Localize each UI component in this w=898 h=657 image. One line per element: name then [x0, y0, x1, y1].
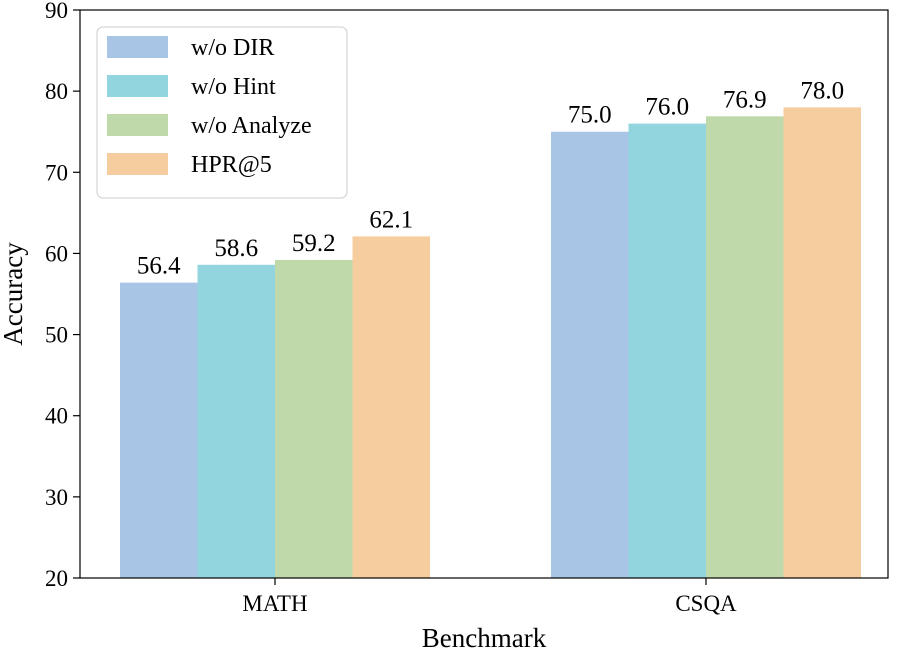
legend-swatch: [107, 75, 168, 97]
y-tick-label: 40: [45, 404, 68, 429]
bar-value-label: 62.1: [369, 206, 413, 233]
legend-swatch: [107, 36, 168, 58]
x-axis-ticks: MATH CSQA: [242, 578, 737, 616]
bar: [197, 264, 275, 578]
x-tick-label: MATH: [242, 591, 307, 616]
legend-label: w/o DIR: [191, 35, 274, 61]
y-tick-label: 60: [45, 241, 68, 266]
bar-value-label: 76.0: [645, 94, 689, 121]
bar: [120, 282, 198, 578]
plot-area-frame: [79, 9, 889, 579]
bar: [783, 107, 861, 578]
legend-label: w/o Hint: [191, 74, 276, 100]
bar: [275, 259, 353, 578]
y-axis-ticks: 20 30 40 50 60 70 80 90: [45, 0, 80, 591]
y-tick-label: 70: [45, 160, 68, 185]
y-tick-label: 90: [45, 0, 68, 23]
bar: [551, 131, 629, 578]
legend-label: HPR@5: [191, 152, 272, 178]
y-tick-label: 20: [45, 566, 68, 591]
bar-value-label: 78.0: [800, 77, 844, 104]
value-labels-group: 56.4 75.0 58.6 76.0 59.2 76.9 62.1 78.0: [137, 77, 844, 279]
legend: w/o DIR w/o Hint w/o Analyze HPR@5: [96, 26, 348, 199]
x-tick-label: CSQA: [675, 591, 737, 616]
legend-label: w/o Analyze: [191, 113, 312, 139]
bar-value-label: 58.6: [214, 235, 258, 262]
x-axis-label: Benchmark: [422, 623, 547, 653]
bar-value-label: 75.0: [568, 102, 612, 129]
bar-value-label: 56.4: [137, 253, 181, 280]
bar: [352, 236, 430, 579]
legend-swatch: [107, 153, 168, 175]
bar-value-label: 59.2: [292, 230, 336, 257]
y-tick-label: 50: [45, 323, 68, 348]
legend-swatch: [107, 114, 168, 136]
y-tick-label: 30: [45, 485, 68, 510]
bar-value-label: 76.9: [723, 86, 767, 113]
y-axis-label: Accuracy: [0, 242, 28, 346]
y-tick-label: 80: [45, 79, 68, 104]
bar: [628, 123, 706, 578]
bar: [706, 116, 784, 578]
bars-group: [120, 107, 861, 579]
